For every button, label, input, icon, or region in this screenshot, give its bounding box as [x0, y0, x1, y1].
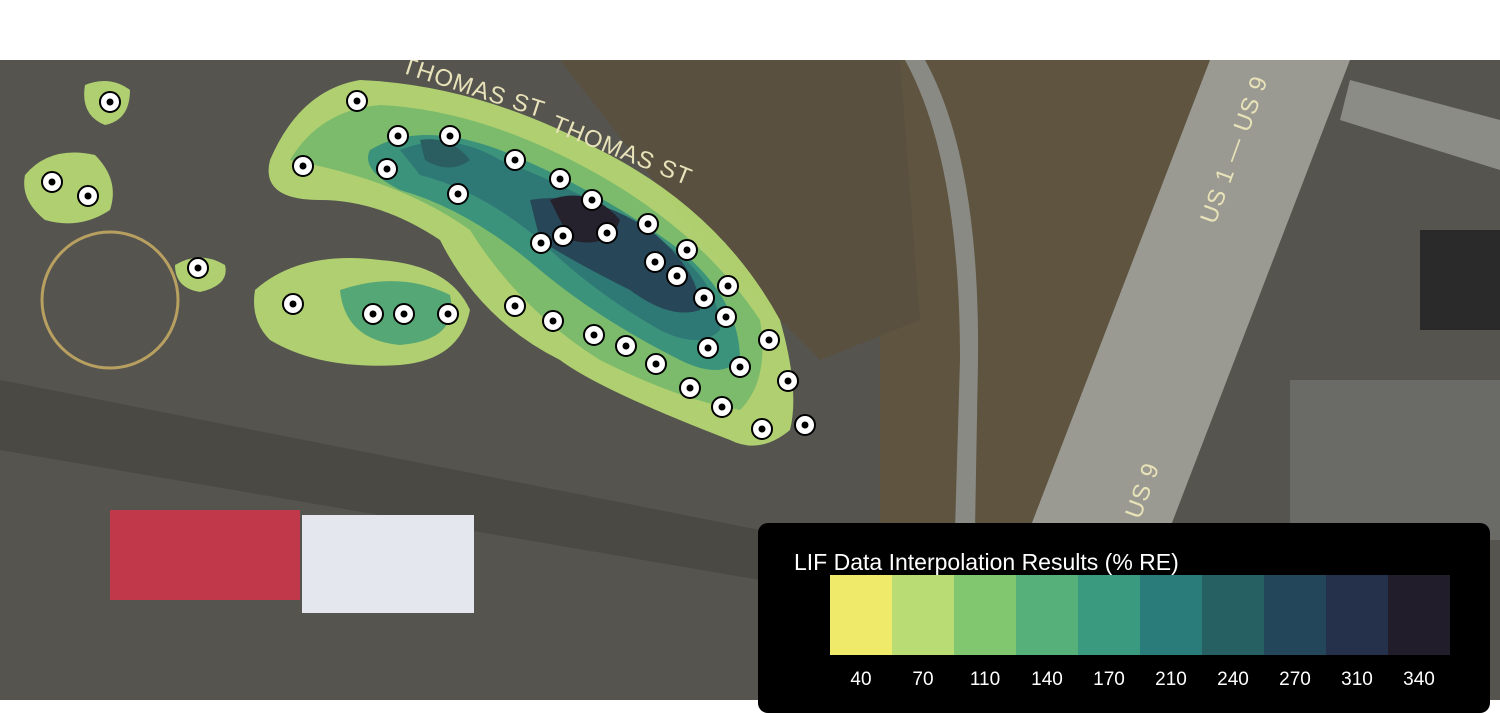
sample-point-center	[588, 196, 596, 204]
legend-swatch	[1326, 575, 1388, 655]
sample-point-center	[394, 132, 402, 140]
legend-swatch	[1264, 575, 1326, 655]
sample-point-center	[704, 344, 712, 352]
sample-point-center	[446, 132, 454, 140]
sample-point-center	[369, 310, 377, 318]
sample-point-center	[454, 190, 462, 198]
sample-points	[41, 90, 816, 440]
building	[1420, 230, 1500, 330]
sample-point-center	[651, 258, 659, 266]
legend: LIF Data Interpolation Results (% RE) 40…	[758, 523, 1490, 713]
legend-swatch	[892, 575, 954, 655]
legend-swatch	[1078, 575, 1140, 655]
building	[110, 510, 300, 600]
ramp	[905, 60, 979, 530]
sample-point-center	[758, 425, 766, 433]
sample-point-center	[603, 229, 611, 237]
sample-point-center	[383, 165, 391, 173]
sample-point-center	[652, 360, 660, 368]
highway	[1010, 60, 1350, 580]
legend-swatch	[1016, 575, 1078, 655]
sample-point-center	[718, 403, 726, 411]
turntable	[40, 230, 180, 370]
sample-point-center	[537, 239, 545, 247]
sample-point-center	[289, 300, 297, 308]
building	[302, 515, 474, 613]
brush-area	[560, 60, 920, 360]
sample-point-center	[736, 363, 744, 371]
legend-title: LIF Data Interpolation Results (% RE)	[794, 549, 1179, 575]
sample-point-center	[724, 282, 732, 290]
sample-point-center	[644, 220, 652, 228]
sample-point-center	[559, 232, 567, 240]
legend-swatch	[1388, 575, 1450, 655]
sample-point-center	[801, 421, 809, 429]
legend-swatch	[954, 575, 1016, 655]
sample-point-center	[299, 162, 307, 170]
sample-point-center	[686, 384, 694, 392]
sample-point-center	[400, 310, 408, 318]
legend-swatch	[830, 575, 892, 655]
sample-point-center	[48, 178, 56, 186]
sample-point-center	[700, 294, 708, 302]
legend-label: 140	[1031, 669, 1063, 690]
legend-label: 170	[1093, 669, 1125, 690]
sample-point-center	[673, 272, 681, 280]
parking-lot	[1290, 380, 1500, 540]
legend-label: 110	[969, 669, 1001, 690]
sample-point-center	[784, 377, 792, 385]
legend-label: 240	[1217, 669, 1249, 690]
sample-point-center	[84, 192, 92, 200]
sample-point-center	[765, 336, 773, 344]
sample-point-center	[444, 310, 452, 318]
sample-point-center	[549, 317, 557, 325]
legend-swatches	[830, 575, 1450, 655]
legend-labels: 40 70 110 140 170 210 240 270 310 340	[830, 669, 1450, 691]
sample-point-center	[722, 313, 730, 321]
sample-point-center	[556, 175, 564, 183]
sample-point-center	[683, 246, 691, 254]
sample-point-center	[353, 97, 361, 105]
map: THOMAS ST THOMAS ST US 1 — US 9 US 9	[0, 60, 1500, 700]
sample-point-center	[622, 342, 630, 350]
legend-label: 270	[1279, 669, 1311, 690]
rail-yard	[0, 380, 760, 580]
legend-swatch	[1202, 575, 1264, 655]
legend-label: 340	[1403, 669, 1435, 690]
sample-point-center	[106, 98, 114, 106]
sample-point-center	[511, 156, 519, 164]
legend-label: 70	[912, 669, 934, 690]
legend-label: 310	[1341, 669, 1373, 690]
legend-label: 210	[1155, 669, 1187, 690]
sample-point-center	[511, 302, 519, 310]
sample-point-center	[194, 264, 202, 272]
sample-point-center	[590, 331, 598, 339]
legend-swatch	[1140, 575, 1202, 655]
legend-label: 40	[850, 669, 872, 690]
highway	[1340, 80, 1500, 170]
